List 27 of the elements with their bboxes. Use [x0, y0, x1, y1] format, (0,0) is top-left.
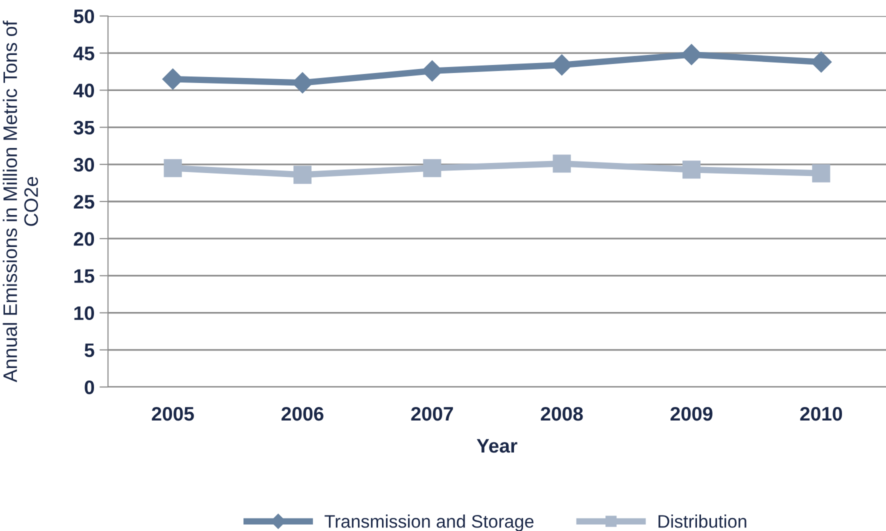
x-axis-title: Year [476, 439, 518, 453]
y-tick-label: 50 [74, 9, 94, 24]
point [682, 160, 701, 179]
y-tick-label: 40 [73, 84, 94, 98]
legend-label: Distribution [658, 514, 746, 528]
legend-label: Transmission and Storage [324, 514, 534, 531]
x-tick-label: 2007 [411, 406, 453, 421]
y-tick-label: 5 [84, 344, 94, 358]
x-tick-label: 2006 [282, 406, 324, 421]
y-tick-label: 0 [84, 380, 94, 394]
point [812, 164, 830, 182]
y-tick-label: 25 [74, 194, 94, 209]
x-tick-label: 2005 [152, 406, 194, 421]
y-tick-label: 35 [74, 120, 94, 135]
y-axis-title: Annual Emissions in Million Metric Tons of CO2e [2, 20, 38, 382]
point [164, 159, 182, 178]
x-tick-label: 2008 [540, 406, 583, 421]
y-tick-label: 45 [73, 46, 94, 60]
point [552, 154, 571, 173]
y-tick-label: 20 [74, 232, 94, 246]
y-tick-label: 30 [74, 158, 94, 172]
x-tick-label: 2010 [800, 406, 842, 421]
y-tick-label: 10 [74, 306, 94, 320]
point [293, 166, 312, 184]
point [423, 159, 442, 178]
y-tick-label: 15 [74, 269, 94, 283]
x-tick-label: 2009 [670, 406, 712, 421]
